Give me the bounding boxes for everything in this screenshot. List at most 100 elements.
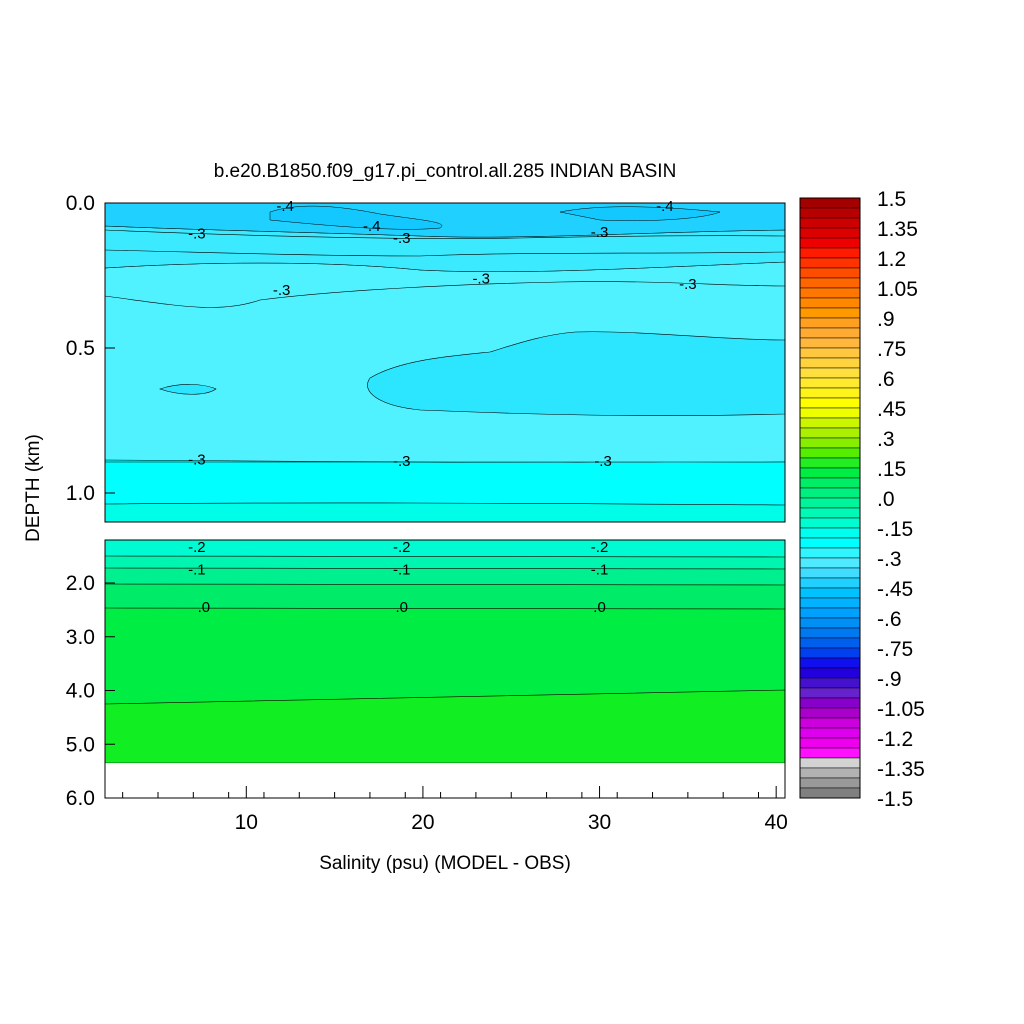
contour-line bbox=[105, 249, 785, 257]
colorbar-swatch bbox=[799, 557, 861, 569]
colorbar-swatch bbox=[799, 197, 861, 209]
colorbar-swatch bbox=[799, 647, 861, 659]
contour-label: .0 bbox=[395, 599, 408, 616]
colorbar-swatch bbox=[799, 287, 861, 299]
contour-label: -.1 bbox=[188, 562, 206, 579]
y-tick-label: 0.5 bbox=[66, 337, 95, 360]
field-blob bbox=[159, 384, 217, 395]
lower-panel-frame bbox=[104, 539, 786, 799]
colorbar-swatch bbox=[799, 497, 861, 509]
colorbar-swatch bbox=[799, 397, 861, 409]
field-band bbox=[105, 584, 785, 608]
x-tick-label: 40 bbox=[764, 811, 787, 834]
colorbar-label: .15 bbox=[877, 458, 906, 481]
contour-line bbox=[105, 281, 785, 308]
colorbar-swatch bbox=[799, 767, 861, 779]
colorbar-swatch bbox=[799, 377, 861, 389]
x-axis: 10 20 30 40 bbox=[122, 786, 788, 834]
contour-label: -.3 bbox=[188, 452, 206, 469]
contour-line bbox=[105, 607, 785, 610]
colorbar-swatch bbox=[799, 567, 861, 579]
field-blob bbox=[559, 206, 721, 221]
contour-line bbox=[105, 555, 785, 558]
contour-label: -.3 bbox=[188, 225, 206, 242]
y-axis-label: DEPTH (km) bbox=[23, 434, 44, 542]
field-blob bbox=[269, 205, 443, 230]
colorbar-swatch bbox=[799, 607, 861, 619]
contour-label: -.1 bbox=[591, 562, 609, 579]
contour-label: -.3 bbox=[393, 230, 411, 247]
colorbar-swatch bbox=[799, 457, 861, 469]
colorbar-swatch bbox=[799, 357, 861, 369]
chart-title: b.e20.B1850.f09_g17.pi_control.all.285 I… bbox=[214, 161, 677, 182]
field-band bbox=[105, 608, 785, 702]
colorbar-label: 1.2 bbox=[877, 248, 906, 271]
colorbar-label: .45 bbox=[877, 398, 906, 421]
colorbar-label: -.3 bbox=[877, 548, 902, 571]
x-tick-label: 30 bbox=[588, 811, 611, 834]
colorbar-label: -.45 bbox=[877, 578, 913, 601]
contour-label: .0 bbox=[198, 599, 211, 616]
x-tick-label: 20 bbox=[411, 811, 434, 834]
colorbar-swatch bbox=[799, 277, 861, 289]
colorbar-swatch bbox=[799, 617, 861, 629]
colorbar-swatch bbox=[799, 697, 861, 709]
field-band bbox=[105, 502, 785, 522]
colorbar-frame bbox=[799, 197, 861, 799]
colorbar-swatch bbox=[799, 507, 861, 519]
contour-label: -.2 bbox=[188, 539, 206, 556]
colorbar-label: -.9 bbox=[877, 668, 902, 691]
colorbar-swatch bbox=[799, 347, 861, 359]
contour-line bbox=[105, 567, 785, 570]
colorbar-swatch bbox=[799, 487, 861, 499]
colorbar-swatch bbox=[799, 707, 861, 719]
colorbar-swatch bbox=[799, 737, 861, 749]
contour-label: -.4 bbox=[363, 218, 381, 235]
colorbar-swatch bbox=[799, 417, 861, 429]
colorbar-swatch bbox=[799, 237, 861, 249]
y-tick-label: 4.0 bbox=[66, 680, 95, 703]
colorbar-swatch bbox=[799, 257, 861, 269]
colorbar-swatch bbox=[799, 547, 861, 559]
colorbar-swatch bbox=[799, 267, 861, 279]
contour-label: -.4 bbox=[276, 198, 294, 215]
missing-data bbox=[105, 763, 785, 798]
colorbar-label: -1.05 bbox=[877, 698, 925, 721]
colorbar-swatch bbox=[799, 477, 861, 489]
y-tick-label: 0.0 bbox=[66, 192, 95, 215]
colorbar-label: .9 bbox=[877, 308, 895, 331]
colorbar-swatch bbox=[799, 747, 861, 759]
contour-line bbox=[105, 583, 785, 586]
colorbar-swatch bbox=[799, 297, 861, 309]
colorbar-swatch bbox=[799, 367, 861, 379]
colorbar-swatch bbox=[799, 337, 861, 349]
colorbar-swatch bbox=[799, 537, 861, 549]
lower-panel: -.2 -.2 -.2 -.1 -.1 -.1 .0 .0 .0 2.0 3.0 4.0 5.0 6.0 bbox=[66, 539, 786, 810]
colorbar: 1.5 1.35 1.2 1.05 .9 .75 .6 .45 .3 .15 .0 -.15 -.3 -.… bbox=[799, 188, 925, 811]
contour-label: -.3 bbox=[273, 282, 291, 299]
colorbar-label: .75 bbox=[877, 338, 906, 361]
contour-label: -.4 bbox=[656, 198, 674, 215]
colorbar-swatch bbox=[799, 467, 861, 479]
colorbar-swatch bbox=[799, 727, 861, 739]
colorbar-label: 1.5 bbox=[877, 188, 906, 211]
contour-label: -.2 bbox=[393, 539, 411, 556]
contour-label: -.3 bbox=[472, 270, 490, 287]
colorbar-swatch bbox=[799, 667, 861, 679]
colorbar-swatch bbox=[799, 577, 861, 589]
contour-label: -.1 bbox=[393, 562, 411, 579]
colorbar-swatch bbox=[799, 227, 861, 239]
colorbar-label: -.75 bbox=[877, 638, 913, 661]
field-band bbox=[105, 689, 785, 764]
colorbar-swatch bbox=[799, 657, 861, 669]
y-tick-label: 1.0 bbox=[66, 482, 95, 505]
colorbar-swatch bbox=[799, 627, 861, 639]
colorbar-swatch bbox=[799, 447, 861, 459]
field-band bbox=[105, 568, 785, 584]
colorbar-label: 1.05 bbox=[877, 278, 918, 301]
colorbar-swatch bbox=[799, 787, 861, 799]
colorbar-swatch bbox=[799, 777, 861, 789]
colorbar-swatch bbox=[799, 317, 861, 329]
colorbar-swatch bbox=[799, 327, 861, 339]
